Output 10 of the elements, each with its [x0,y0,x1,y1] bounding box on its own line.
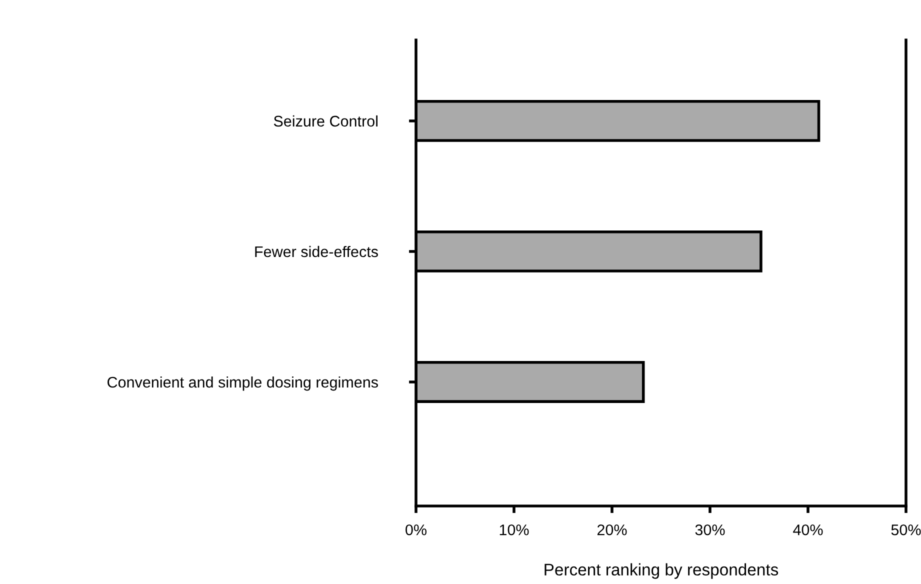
x-tick-label: 20% [597,524,627,536]
x-tick-label: 40% [793,524,823,536]
x-axis-title: Percent ranking by respondents [544,563,778,579]
y-tick-label: Convenient and simple dosing regimens [108,376,378,391]
x-tick-label: 10% [500,524,529,536]
x-tick-label: 30% [695,524,725,536]
y-tick-label: Seizure Control [274,115,378,127]
x-tick-label: 0% [406,524,426,536]
x-tick-label: 50% [891,524,921,536]
y-tick-label: Fewer side-effects [255,246,378,258]
